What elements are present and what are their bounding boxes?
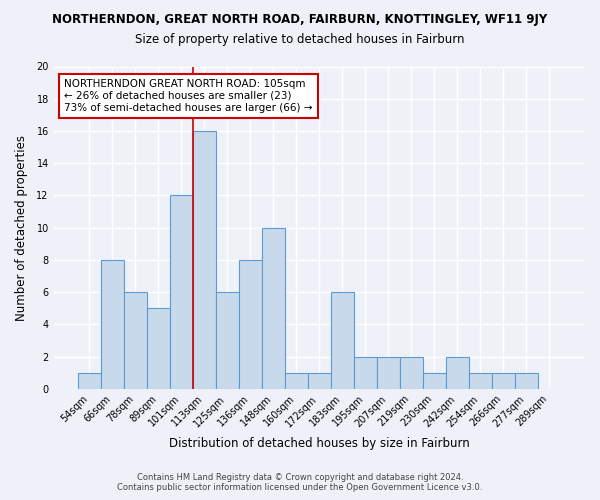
Bar (239, 260, 262, 389)
Bar (377, 356, 400, 389)
Bar (147, 308, 170, 389)
Bar (492, 372, 515, 389)
Bar (354, 356, 377, 389)
Text: NORTHERNDON, GREAT NORTH ROAD, FAIRBURN, KNOTTINGLEY, WF11 9JY: NORTHERNDON, GREAT NORTH ROAD, FAIRBURN,… (52, 12, 548, 26)
Bar (124, 292, 147, 389)
Bar (101, 260, 124, 389)
Bar (515, 372, 538, 389)
Y-axis label: Number of detached properties: Number of detached properties (15, 134, 28, 320)
Bar (262, 228, 285, 389)
Bar (78, 372, 101, 389)
Bar (193, 131, 216, 389)
Bar (170, 196, 193, 389)
Text: NORTHERNDON GREAT NORTH ROAD: 105sqm
← 26% of detached houses are smaller (23)
7: NORTHERNDON GREAT NORTH ROAD: 105sqm ← 2… (64, 80, 313, 112)
Bar (285, 372, 308, 389)
X-axis label: Distribution of detached houses by size in Fairburn: Distribution of detached houses by size … (169, 437, 470, 450)
Bar (331, 292, 354, 389)
Bar (308, 372, 331, 389)
Bar (400, 356, 423, 389)
Bar (423, 372, 446, 389)
Bar (216, 292, 239, 389)
Bar (446, 356, 469, 389)
Text: Contains HM Land Registry data © Crown copyright and database right 2024.
Contai: Contains HM Land Registry data © Crown c… (118, 473, 482, 492)
Bar (469, 372, 492, 389)
Text: Size of property relative to detached houses in Fairburn: Size of property relative to detached ho… (135, 32, 465, 46)
